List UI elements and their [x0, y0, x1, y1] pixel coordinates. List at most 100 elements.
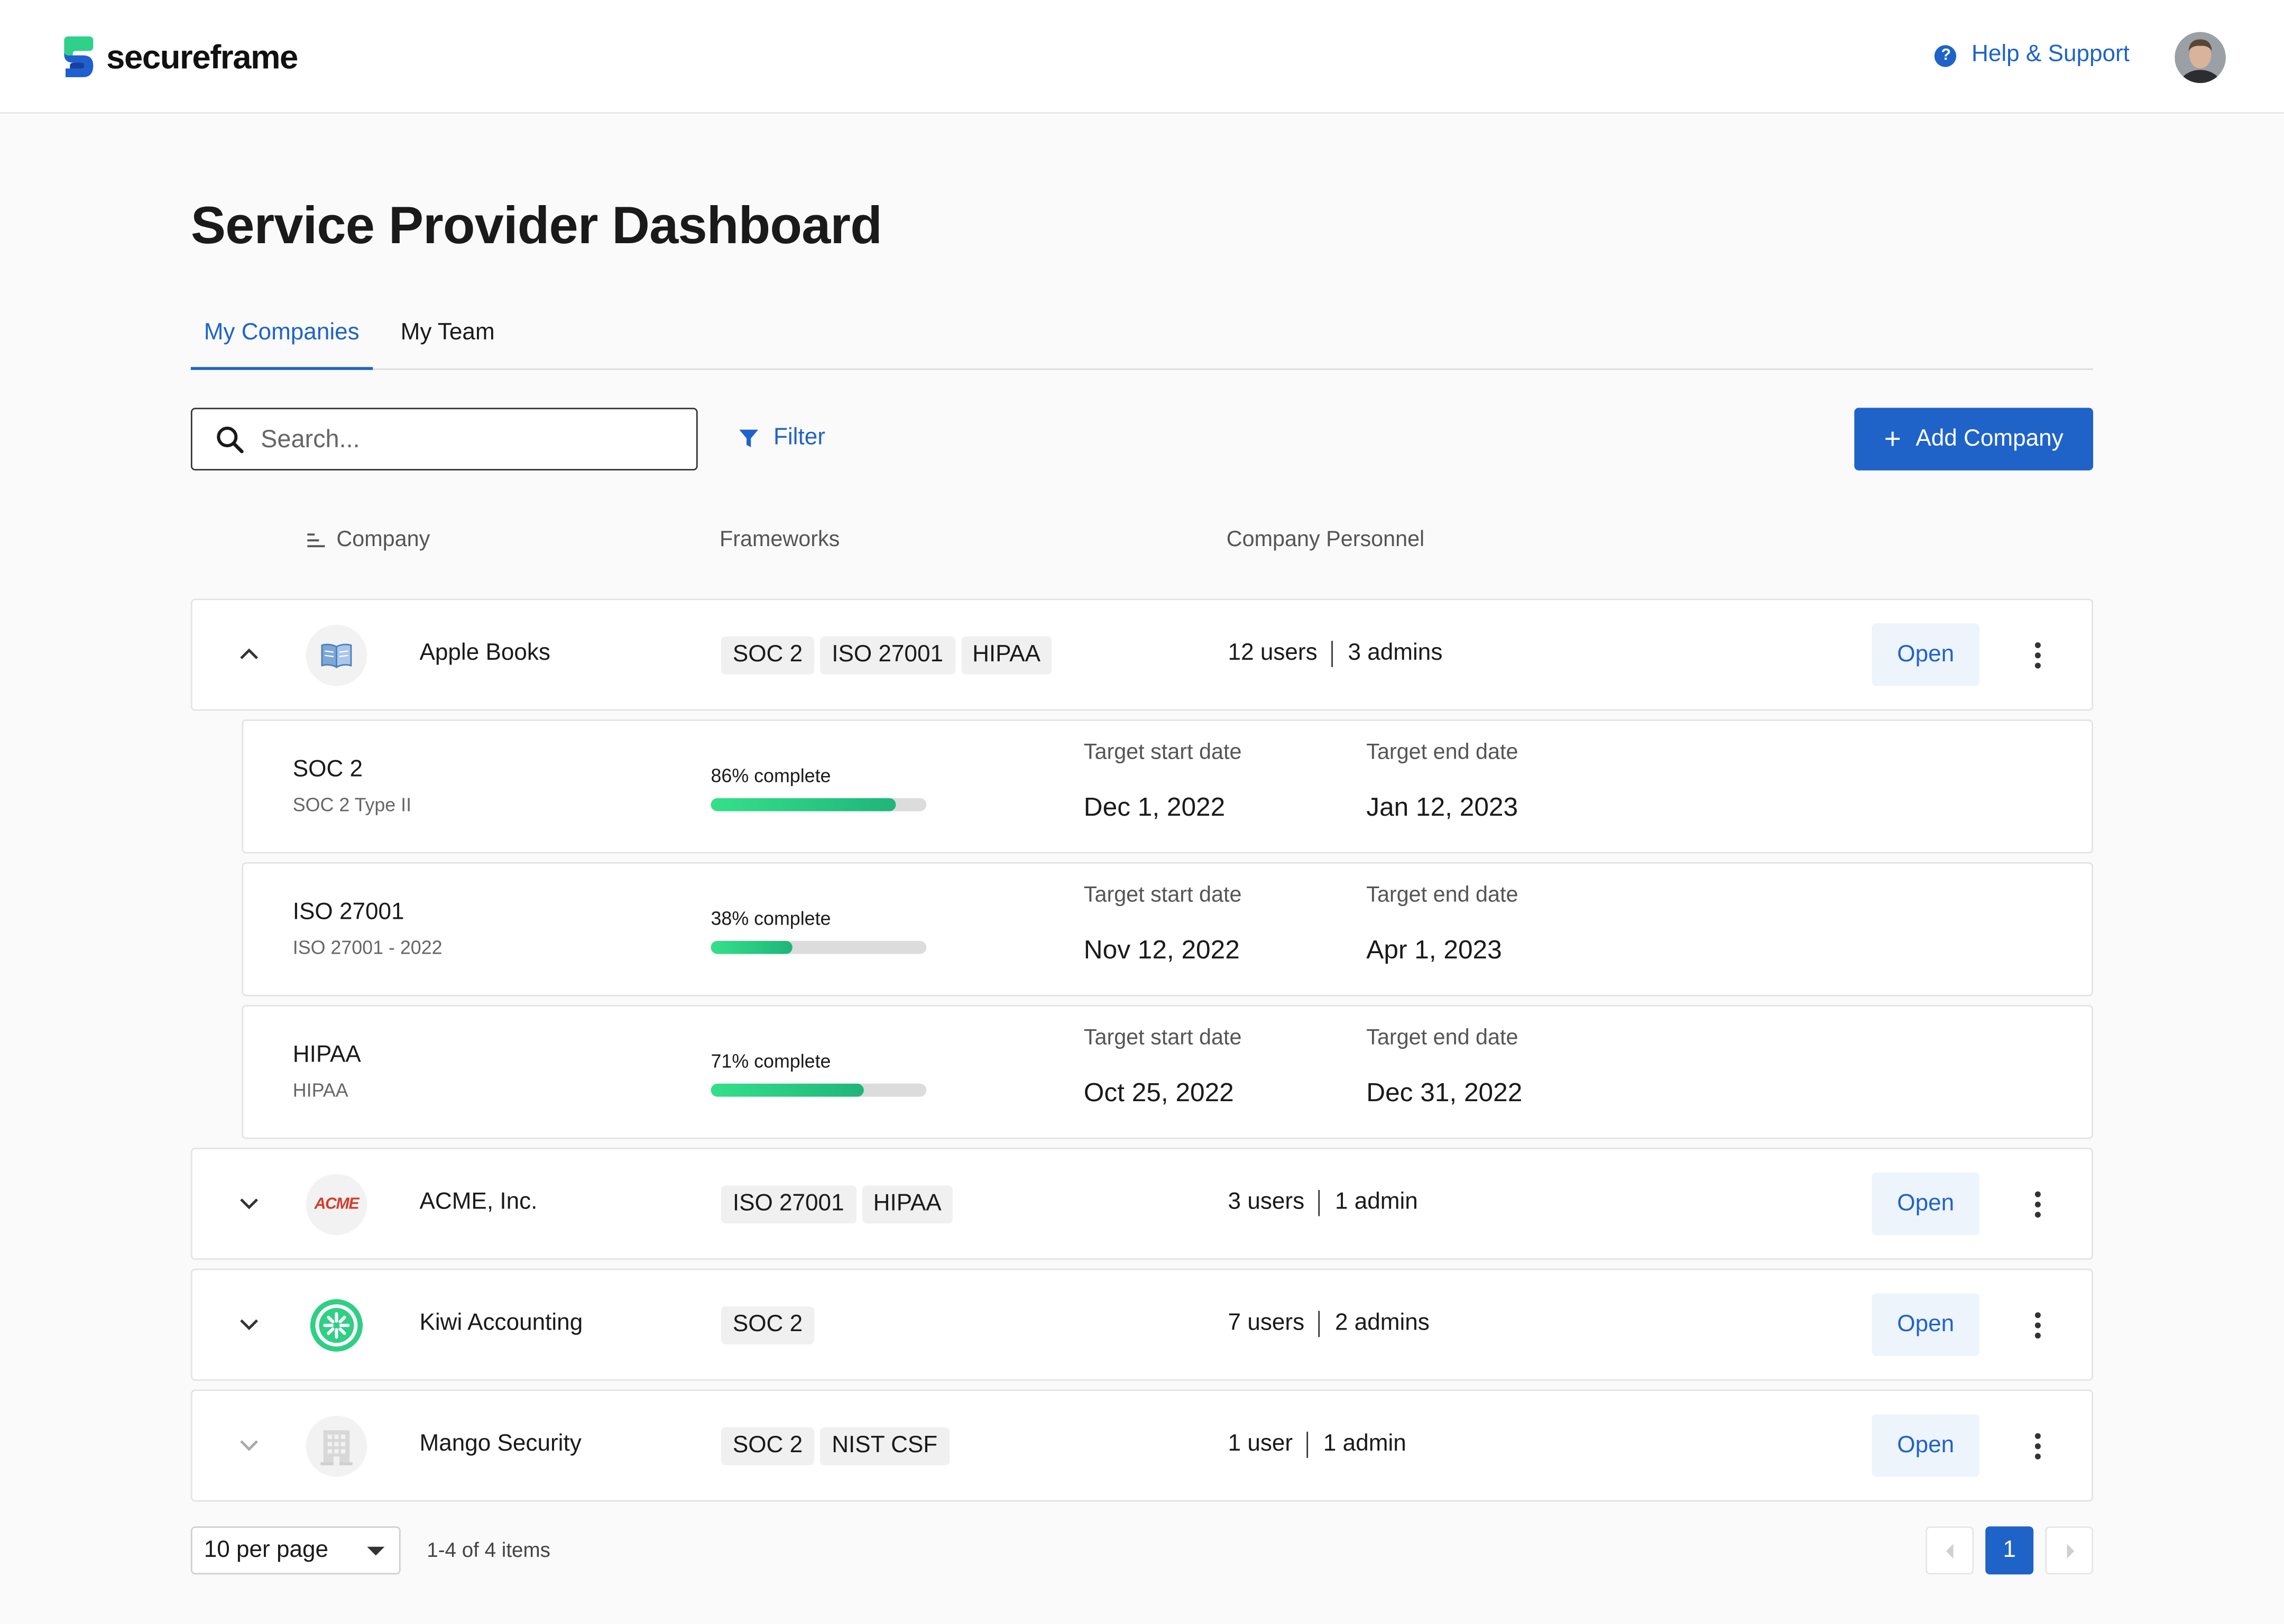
framework-detail-row: ISO 27001 ISO 27001 - 2022 38% complete … [242, 862, 2094, 996]
chevron-up-icon[interactable] [236, 641, 262, 667]
company-row-apple-books[interactable]: Apple Books SOC 2 ISO 27001 HIPAA 12 use… [190, 598, 2094, 711]
framework-chip: NIST CSF [820, 1427, 950, 1465]
framework-chips: SOC 2 NIST CSF [721, 1427, 955, 1465]
company-personnel: 3 users 1 admin [1228, 1189, 1418, 1216]
progress-bar [711, 798, 927, 811]
framework-subtitle: SOC 2 Type II [292, 793, 412, 816]
target-start-label: Target start date [1083, 740, 1242, 765]
company-row-acme[interactable]: ACME ACME, Inc. ISO 27001 HIPAA 3 users … [190, 1148, 2094, 1260]
column-header-frameworks: Frameworks [720, 527, 840, 552]
filter-button[interactable]: Filter [739, 425, 825, 451]
progress-bar [711, 940, 927, 954]
page-number-button[interactable]: 1 [1985, 1526, 2034, 1575]
framework-chip: ISO 27001 [820, 636, 955, 675]
help-support-label: Help & Support [1971, 42, 2130, 67]
search-input[interactable] [261, 425, 669, 454]
company-logo: ACME [306, 1174, 367, 1235]
user-photo-icon [2175, 32, 2226, 84]
company-row-kiwi-accounting[interactable]: Kiwi Accounting SOC 2 7 users 2 admins O… [190, 1268, 2094, 1381]
secureframe-logo-icon [64, 36, 94, 78]
company-name[interactable]: Apple Books [419, 641, 550, 666]
target-start-date: Nov 12, 2022 [1083, 935, 1240, 964]
admins-count: 2 admins [1334, 1311, 1430, 1336]
per-page-select[interactable]: 10 per page [190, 1526, 401, 1575]
company-name[interactable]: ACME, Inc. [419, 1189, 538, 1215]
secureframe-logo[interactable]: secureframe [64, 35, 298, 79]
target-start-label: Target start date [1083, 1025, 1242, 1050]
framework-name: HIPAA [292, 1042, 361, 1068]
progress-label: 71% complete [711, 1050, 831, 1072]
help-support-link[interactable]: ? Help & Support [1935, 42, 2130, 69]
company-logo [306, 1415, 367, 1477]
tab-my-companies[interactable]: My Companies [190, 320, 372, 370]
avatar[interactable] [2175, 32, 2226, 84]
brand-name: secureframe [106, 37, 298, 75]
admins-count: 3 admins [1348, 641, 1443, 666]
progress-bar [711, 1083, 927, 1097]
help-icon: ? [1935, 44, 1957, 67]
items-count: 1-4 of 4 items [427, 1538, 550, 1562]
progress-fill [711, 1083, 864, 1097]
more-vertical-icon[interactable] [2023, 1190, 2052, 1219]
tab-my-team[interactable]: My Team [400, 320, 495, 345]
open-button[interactable]: Open [1872, 1414, 1980, 1477]
framework-detail-row: HIPAA HIPAA 71% complete Target start da… [242, 1005, 2094, 1139]
chevron-down-icon[interactable] [236, 1311, 262, 1337]
framework-name: ISO 27001 [292, 900, 404, 925]
next-page-button[interactable] [2045, 1526, 2094, 1575]
more-vertical-icon[interactable] [2023, 641, 2052, 670]
acme-logo-text: ACME [314, 1195, 360, 1213]
open-button[interactable]: Open [1872, 1293, 1980, 1356]
prev-page-button[interactable] [1926, 1526, 1974, 1575]
target-end-label: Target end date [1366, 740, 1518, 765]
chevron-down-icon[interactable] [236, 1190, 262, 1216]
company-name[interactable]: Mango Security [419, 1432, 582, 1457]
framework-detail-row: SOC 2 SOC 2 Type II 86% complete Target … [242, 719, 2094, 854]
framework-subtitle: ISO 27001 - 2022 [292, 936, 443, 958]
company-row-mango-security[interactable]: Mango Security SOC 2 NIST CSF 1 user 1 a… [190, 1389, 2094, 1502]
progress-fill [711, 798, 897, 811]
target-end-label: Target end date [1366, 882, 1518, 908]
caret-left-icon [1945, 1543, 1953, 1558]
open-button[interactable]: Open [1872, 1172, 1980, 1235]
users-count: 3 users [1228, 1189, 1305, 1215]
caret-down-icon [367, 1546, 385, 1556]
chevron-down-icon[interactable] [236, 1432, 262, 1458]
sort-icon [307, 533, 325, 548]
add-company-label: Add Company [1915, 426, 2064, 451]
progress-label: 86% complete [711, 764, 831, 787]
target-end-label: Target end date [1366, 1025, 1518, 1050]
admins-count: 1 admin [1334, 1189, 1418, 1215]
framework-chip: HIPAA [961, 636, 1053, 675]
company-name[interactable]: Kiwi Accounting [419, 1311, 583, 1336]
top-bar: secureframe ? Help & Support [0, 0, 2284, 114]
open-button[interactable]: Open [1872, 623, 1980, 686]
divider [1307, 1432, 1309, 1458]
caret-right-icon [2066, 1543, 2074, 1558]
filter-icon [739, 429, 759, 447]
users-count: 12 users [1228, 641, 1318, 666]
target-start-date: Dec 1, 2022 [1083, 792, 1226, 822]
company-logo [306, 1295, 367, 1356]
divider [1332, 641, 1333, 667]
framework-name: SOC 2 [292, 757, 363, 782]
add-company-button[interactable]: + Add Company [1854, 408, 2094, 470]
search-box[interactable] [190, 408, 698, 470]
kiwi-icon [310, 1299, 363, 1352]
more-vertical-icon[interactable] [2023, 1432, 2052, 1461]
framework-chip: SOC 2 [721, 1306, 815, 1344]
filter-label: Filter [773, 425, 825, 450]
building-icon [320, 1430, 353, 1465]
users-count: 7 users [1228, 1311, 1305, 1336]
progress-label: 38% complete [711, 907, 831, 929]
framework-chips: SOC 2 [721, 1306, 820, 1344]
target-start-date: Oct 25, 2022 [1083, 1077, 1234, 1107]
column-header-company[interactable]: Company [306, 527, 430, 552]
framework-chip: HIPAA [861, 1185, 953, 1224]
company-personnel: 7 users 2 admins [1228, 1311, 1430, 1337]
more-vertical-icon[interactable] [2023, 1311, 2052, 1340]
page-title: Service Provider Dashboard [190, 195, 882, 255]
progress-fill [711, 940, 793, 954]
company-logo [306, 624, 367, 686]
company-personnel: 12 users 3 admins [1228, 641, 1443, 667]
